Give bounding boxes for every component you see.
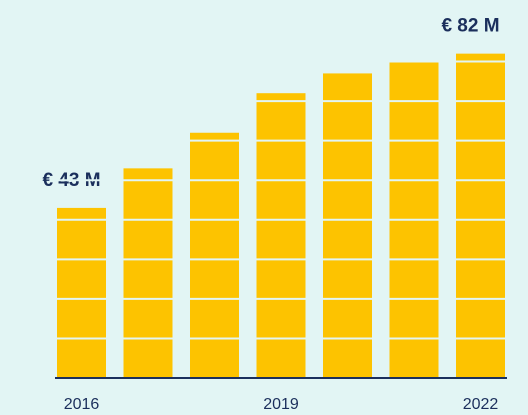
bar bbox=[256, 93, 306, 378]
bar bbox=[57, 207, 106, 378]
bar bbox=[190, 132, 239, 378]
bar bbox=[456, 53, 505, 379]
bar bbox=[323, 73, 372, 378]
value-label: € 82 M bbox=[441, 16, 499, 37]
x-tick-label: 2022 bbox=[463, 396, 499, 413]
x-tick-label: 2016 bbox=[64, 396, 100, 413]
bar bbox=[123, 168, 173, 378]
x-tick-label: 2019 bbox=[263, 396, 299, 413]
